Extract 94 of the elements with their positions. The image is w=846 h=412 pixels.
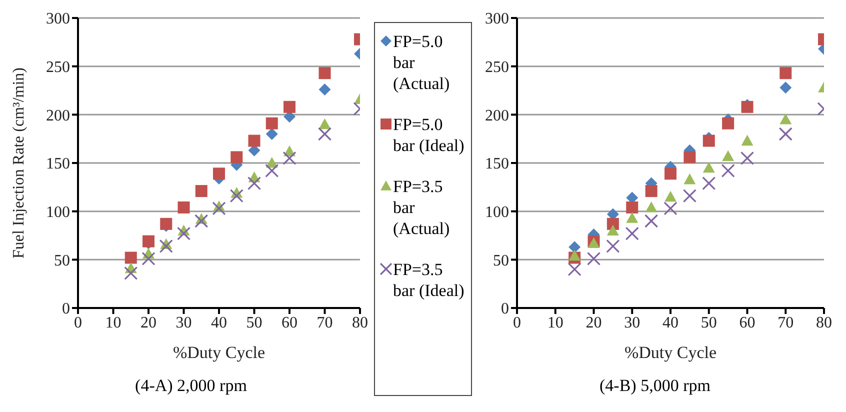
point — [664, 190, 676, 202]
point — [195, 185, 208, 198]
point — [586, 252, 601, 266]
point — [318, 84, 331, 96]
point — [176, 226, 191, 240]
point — [626, 212, 638, 223]
point — [645, 185, 658, 198]
text: (4-A) 2,000 rpm — [134, 376, 248, 396]
x-tick-label: 40 — [211, 314, 227, 332]
y-tick-label: 150 — [485, 156, 509, 173]
point — [721, 164, 735, 178]
x-tick-label: 10 — [105, 314, 122, 332]
x-tick-label: 10 — [547, 314, 564, 332]
point — [568, 250, 581, 261]
point — [722, 150, 734, 162]
point — [124, 266, 138, 280]
x-tick-label: 20 — [140, 314, 156, 332]
point — [780, 82, 792, 94]
point — [778, 127, 792, 141]
point — [178, 201, 190, 214]
point — [625, 226, 639, 240]
point — [159, 239, 173, 253]
point — [230, 189, 244, 203]
y-tick-label: 200 — [46, 107, 70, 124]
x-tick-label: 50 — [700, 314, 717, 332]
y-tick-label: 100 — [485, 204, 509, 222]
point — [702, 134, 715, 147]
y-tick-label: 150 — [46, 156, 70, 173]
point — [318, 127, 332, 141]
x-tick-label: 30 — [176, 314, 192, 332]
point — [568, 241, 581, 254]
point — [702, 162, 715, 173]
point — [645, 201, 658, 212]
point — [606, 239, 620, 253]
x-tick-label: 0 — [513, 314, 521, 332]
y-tick-label: 50 — [54, 252, 70, 270]
legend-label: FP=3.5 bar (Actual) — [393, 176, 451, 239]
x-tick-label: 40 — [662, 314, 678, 332]
point — [194, 214, 208, 228]
point — [644, 214, 658, 228]
point — [282, 151, 296, 165]
legend-label: FP=3.5 bar (Ideal) — [393, 259, 466, 301]
legend-label: FP=5.0 bar (Actual) — [393, 31, 451, 94]
x-tick-label: 50 — [246, 314, 262, 332]
x-tick-label: 20 — [586, 314, 602, 332]
x-tick-label: 30 — [624, 314, 640, 332]
point — [266, 117, 278, 130]
y-tick-label: 0 — [62, 300, 70, 318]
point — [212, 202, 226, 216]
point — [684, 173, 696, 184]
point — [142, 252, 156, 266]
y-tick-label: 300 — [46, 10, 70, 28]
point — [606, 224, 619, 236]
text: (4-B) 5,000 rpm — [598, 376, 712, 396]
point — [247, 176, 262, 190]
point — [684, 151, 696, 164]
point — [266, 128, 278, 140]
x-tick-label: 70 — [778, 314, 794, 332]
x-tick-label: 70 — [316, 314, 333, 332]
x-tick-label: 80 — [816, 314, 832, 332]
point — [741, 134, 754, 146]
y-tick-label: 100 — [46, 204, 70, 222]
point — [780, 114, 792, 124]
point — [664, 202, 678, 216]
point — [664, 168, 676, 180]
point — [284, 100, 296, 113]
x-tick-label: 0 — [74, 314, 82, 332]
point — [626, 201, 638, 214]
y-tick-label: 250 — [485, 59, 509, 76]
x-tick-label: 60 — [739, 314, 756, 332]
point — [740, 151, 754, 165]
point — [124, 252, 137, 264]
y-tick-label: 200 — [485, 107, 509, 124]
point — [682, 189, 696, 203]
point — [318, 118, 331, 130]
point — [213, 168, 225, 180]
x-axis-title: %Duty Cycle — [172, 343, 266, 362]
point — [265, 164, 279, 178]
point — [568, 262, 582, 276]
y-tick-label: 300 — [485, 10, 509, 28]
y-tick-label: 250 — [46, 59, 70, 76]
x-tick-label: 80 — [352, 314, 368, 332]
legend-label: FP=5.0 bar (Ideal) — [393, 114, 466, 156]
x-axis-title: %Duty Cycle — [624, 343, 717, 362]
y-tick-label: 0 — [501, 300, 509, 318]
point — [230, 151, 243, 164]
point — [248, 134, 260, 147]
x-tick-label: 60 — [282, 314, 298, 332]
point — [780, 67, 792, 80]
y-tick-label: 50 — [493, 252, 509, 270]
point — [722, 117, 734, 130]
point — [702, 176, 716, 190]
y-axis-title: Fuel Injection Rate (cm³/min) — [10, 68, 28, 258]
point — [318, 67, 331, 80]
